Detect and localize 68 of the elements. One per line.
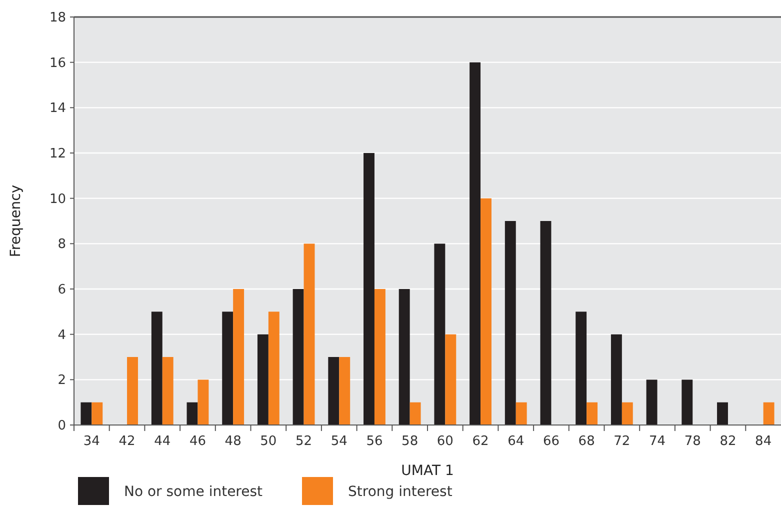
x-tick-label: 34 bbox=[83, 434, 100, 449]
bar bbox=[480, 198, 492, 425]
y-tick-label: 2 bbox=[58, 373, 66, 388]
x-tick-label: 84 bbox=[755, 434, 772, 449]
bar bbox=[646, 380, 658, 425]
bar bbox=[445, 334, 456, 425]
y-tick-label: 8 bbox=[58, 237, 66, 252]
x-tick-label: 54 bbox=[330, 434, 348, 449]
x-tick-label: 56 bbox=[366, 434, 383, 449]
bar bbox=[151, 312, 162, 425]
bar bbox=[717, 402, 728, 425]
bar bbox=[364, 153, 374, 425]
x-tick-label: 52 bbox=[296, 434, 312, 449]
bar bbox=[222, 312, 234, 425]
y-tick-label: 0 bbox=[58, 418, 66, 434]
y-tick-label: 18 bbox=[49, 10, 66, 26]
bar bbox=[682, 380, 693, 425]
legend-label: Strong interest bbox=[348, 484, 453, 500]
bar bbox=[516, 402, 527, 425]
bar bbox=[576, 312, 587, 425]
x-tick-label: 74 bbox=[649, 434, 666, 449]
x-tick-label: 68 bbox=[578, 434, 595, 449]
bar bbox=[434, 244, 446, 425]
bar bbox=[540, 221, 552, 425]
bar bbox=[622, 402, 633, 425]
x-tick-label: 64 bbox=[508, 434, 524, 449]
x-axis-title: UMAT 1 bbox=[401, 463, 454, 479]
y-tick-label: 4 bbox=[58, 328, 66, 343]
x-tick-label: 42 bbox=[118, 434, 136, 449]
bar bbox=[292, 289, 304, 425]
x-tick-label: 46 bbox=[189, 434, 206, 449]
bar bbox=[398, 289, 410, 425]
x-tick-label: 78 bbox=[684, 434, 701, 449]
x-tick-label: 62 bbox=[472, 434, 489, 449]
bar bbox=[374, 289, 386, 425]
bar bbox=[92, 402, 103, 425]
x-tick-label: 44 bbox=[154, 434, 171, 449]
bar bbox=[80, 402, 92, 425]
x-tick-label: 48 bbox=[224, 434, 242, 449]
bar bbox=[127, 357, 138, 425]
bar bbox=[257, 334, 268, 425]
x-tick-label: 72 bbox=[614, 434, 630, 449]
y-tick-label: 12 bbox=[49, 146, 66, 162]
bar bbox=[504, 221, 516, 425]
y-tick-label: 14 bbox=[49, 101, 66, 116]
x-tick-label: 66 bbox=[542, 434, 560, 449]
y-tick-label: 16 bbox=[49, 56, 66, 71]
bar bbox=[586, 402, 598, 425]
bar bbox=[268, 312, 280, 425]
bar bbox=[470, 62, 481, 425]
bar bbox=[186, 402, 198, 425]
x-tick-label: 50 bbox=[260, 434, 277, 449]
y-axis-title: Frequency bbox=[8, 184, 24, 258]
bar bbox=[233, 289, 244, 425]
bar bbox=[304, 244, 315, 425]
bar bbox=[162, 357, 174, 425]
bar bbox=[198, 380, 209, 425]
x-tick-label: 58 bbox=[402, 434, 418, 449]
bar bbox=[339, 357, 350, 425]
y-tick-label: 6 bbox=[58, 282, 66, 298]
bar bbox=[328, 357, 340, 425]
legend-label: No or some interest bbox=[124, 484, 264, 500]
x-tick-label: 82 bbox=[720, 434, 736, 449]
bar bbox=[410, 402, 421, 425]
y-tick-label: 10 bbox=[49, 192, 66, 207]
bar bbox=[763, 402, 774, 425]
bar bbox=[610, 334, 622, 425]
x-tick-label: 60 bbox=[436, 434, 454, 449]
